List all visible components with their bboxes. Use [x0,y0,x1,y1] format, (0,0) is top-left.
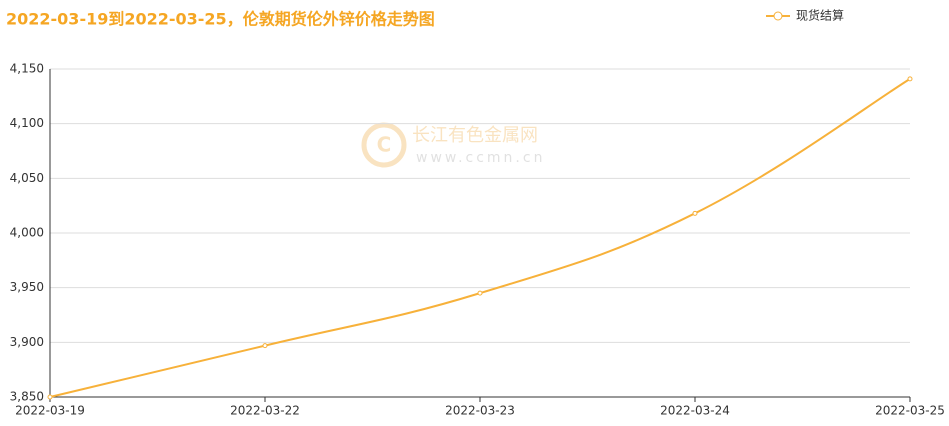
watermark-logo [361,122,407,168]
legend-marker [773,11,783,21]
y-tick-label: 3,950 [10,280,44,294]
x-tick-label: 2022-03-25 [875,404,945,418]
y-tick-label: 4,100 [10,116,44,130]
point [477,290,483,296]
x-tick-label: 2022-03-22 [230,404,300,418]
y-tick-label: 3,900 [10,335,44,349]
y-tick-label: 4,050 [10,171,44,185]
watermark-name: 长江有色金属网 [412,125,538,146]
x-tick-label: 2022-03-24 [660,404,730,418]
y-tick-label: 3,850 [10,390,44,404]
point [262,343,268,349]
legend-label: 现货结算 [796,8,844,23]
chart-title: 2022-03-19到2022-03-25，伦敦期货伦外锌价格走势图 [6,10,435,29]
point [907,76,913,82]
y-tick-label: 4,000 [10,226,44,240]
x-tick-label: 2022-03-19 [15,404,85,418]
y-tick-label: 4,150 [10,62,44,76]
point [47,394,53,400]
watermark-logo-letter: C [377,133,392,157]
point [692,210,698,216]
x-tick-label: 2022-03-23 [445,404,515,418]
watermark: C 长江有色金属网 www.ccmn.cn [361,122,545,168]
watermark-url: www.ccmn.cn [416,150,545,166]
